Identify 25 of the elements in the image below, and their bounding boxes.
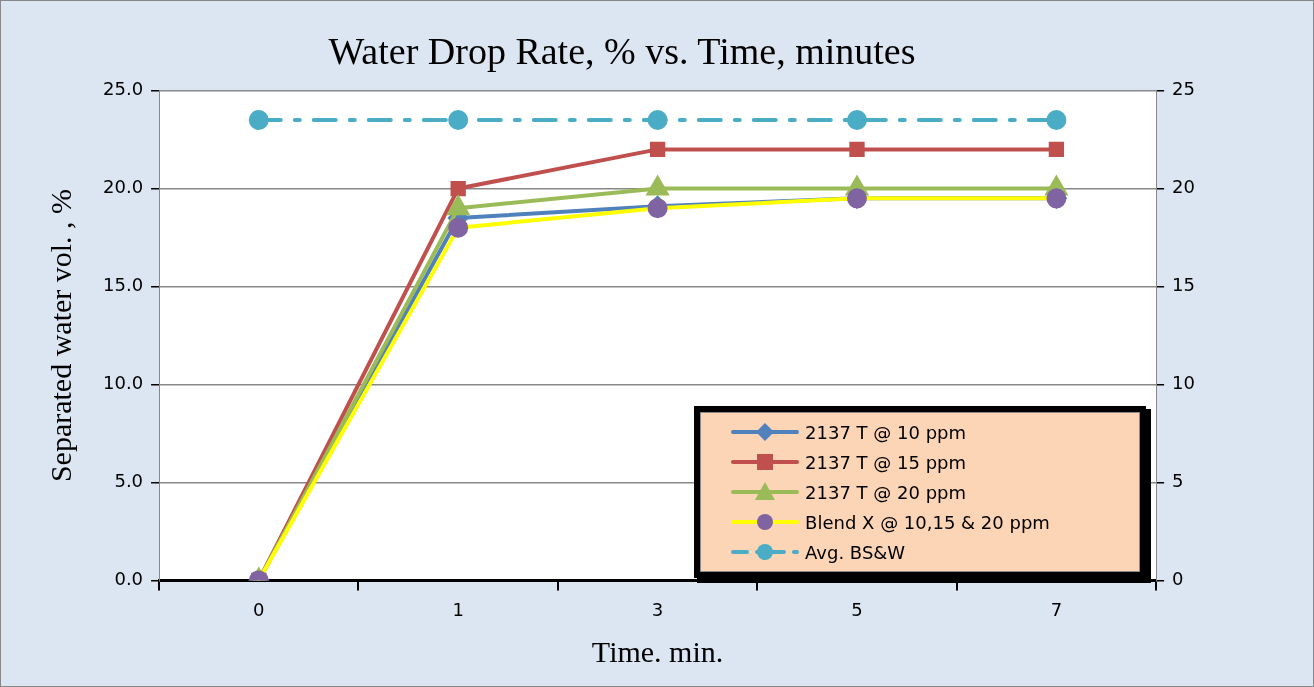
x-tick-label: 3 [651,598,664,620]
y2-tick-label: 15 [1172,274,1195,296]
y2-tick-label: 0 [1172,568,1184,590]
y2-tick-label: 20 [1172,176,1195,198]
y-tick-label: 25.0 [103,78,144,100]
legend-label: 2137 T @ 20 ppm [805,481,967,503]
x-tick-label: 7 [1050,598,1063,620]
y-axis-title: Separated water vol. , % [43,188,77,483]
y2-tick-label: 5 [1172,470,1184,492]
y-tick-label: 20.0 [103,176,144,198]
legend-label: 2137 T @ 15 ppm [805,451,967,473]
y-tick-label: 5.0 [114,470,144,492]
y2-tick-label: 25 [1172,78,1195,100]
x-tick-label: 5 [851,598,863,620]
legend-label: Blend X @ 10,15 & 20 ppm [805,511,1050,533]
y-tick-label: 15.0 [103,274,144,296]
x-tick-label: 1 [452,598,464,620]
chart-title: Water Drop Rate, % vs. Time, minutes [328,29,916,72]
legend-label: 2137 T @ 10 ppm [805,421,967,443]
y2-tick-label: 10 [1172,372,1195,394]
legend-label: Avg. BS&W [805,541,906,563]
y-tick-label: 0.0 [114,568,144,590]
x-tick-label: 0 [253,598,265,620]
x-axis-title: Time. min. [591,634,724,668]
y-tick-label: 10.0 [103,372,144,394]
